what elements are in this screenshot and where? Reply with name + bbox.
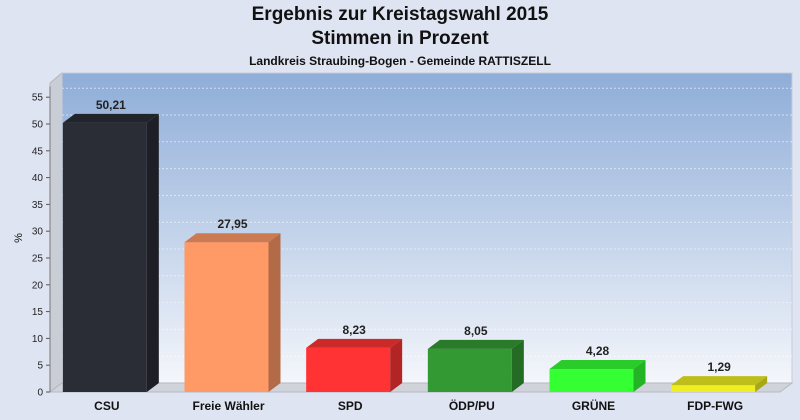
bar-top <box>427 339 524 349</box>
bar-value-label: 50,21 <box>96 98 126 112</box>
x-category-label: ÖDP/PU <box>449 398 495 413</box>
y-tick-label: 35 <box>32 200 44 211</box>
bar-side <box>633 360 646 392</box>
chart-region: Landkreis Straubing-Bogen - Gemeinde RAT… <box>249 54 551 68</box>
y-tick-label: 40 <box>32 173 44 184</box>
bar-6: 1,29 FDP-FWG <box>671 360 768 413</box>
x-category-label: FDP-FWG <box>687 399 743 413</box>
plot-side-wall <box>49 71 63 393</box>
bar-side <box>755 376 768 392</box>
bar-top <box>549 360 646 370</box>
plot-background <box>61 72 793 384</box>
bar-side <box>146 113 159 393</box>
y-tick-label: 45 <box>32 146 44 157</box>
bar-front <box>184 242 269 392</box>
chart-subtitle: Stimmen in Prozent <box>311 28 489 49</box>
bar-front <box>671 385 756 392</box>
bar-2: 27,95 Freie Wähler <box>184 217 281 413</box>
bar-value-label: 1,29 <box>707 360 731 374</box>
bar-front <box>62 122 147 393</box>
bar-front <box>427 348 512 392</box>
y-tick-label: 50 <box>32 120 44 131</box>
bar-value-label: 4,28 <box>586 344 610 358</box>
y-tick-label: 0 <box>37 388 43 399</box>
bar-top <box>184 233 281 243</box>
bar-top <box>671 376 768 386</box>
bar-front <box>549 369 634 392</box>
bar-top <box>62 113 159 123</box>
bar-1: 50,21 CSU <box>62 98 159 413</box>
bar-3: 8,23 SPD <box>306 323 403 413</box>
bar-side <box>511 339 524 392</box>
bar-side <box>390 338 403 392</box>
y-tick-label: 20 <box>32 280 44 291</box>
chart-title: Ergebnis zur Kreistagswahl 2015 <box>251 4 549 25</box>
y-tick-label: 30 <box>32 227 44 238</box>
bar-value-label: 27,95 <box>217 217 247 231</box>
x-category-label: Freie Wähler <box>192 399 264 413</box>
y-tick-label: 25 <box>32 254 44 265</box>
x-category-label: GRÜNE <box>572 398 615 413</box>
x-category-label: CSU <box>94 399 119 413</box>
bar-top <box>306 338 403 348</box>
bar-value-label: 8,05 <box>464 324 488 338</box>
bar-5: 4,28 GRÜNE <box>549 344 646 413</box>
bar-front <box>306 347 391 392</box>
y-axis-label: % <box>13 233 25 243</box>
bar-side <box>268 233 281 392</box>
y-tick-label: 5 <box>37 361 43 372</box>
y-tick-label: 10 <box>32 334 44 345</box>
bar-value-label: 8,23 <box>342 323 366 337</box>
bar-4: 8,05 ÖDP/PU <box>427 324 524 413</box>
x-category-label: SPD <box>338 399 363 413</box>
y-tick-label: 15 <box>32 307 44 318</box>
y-tick-label: 55 <box>32 93 44 104</box>
